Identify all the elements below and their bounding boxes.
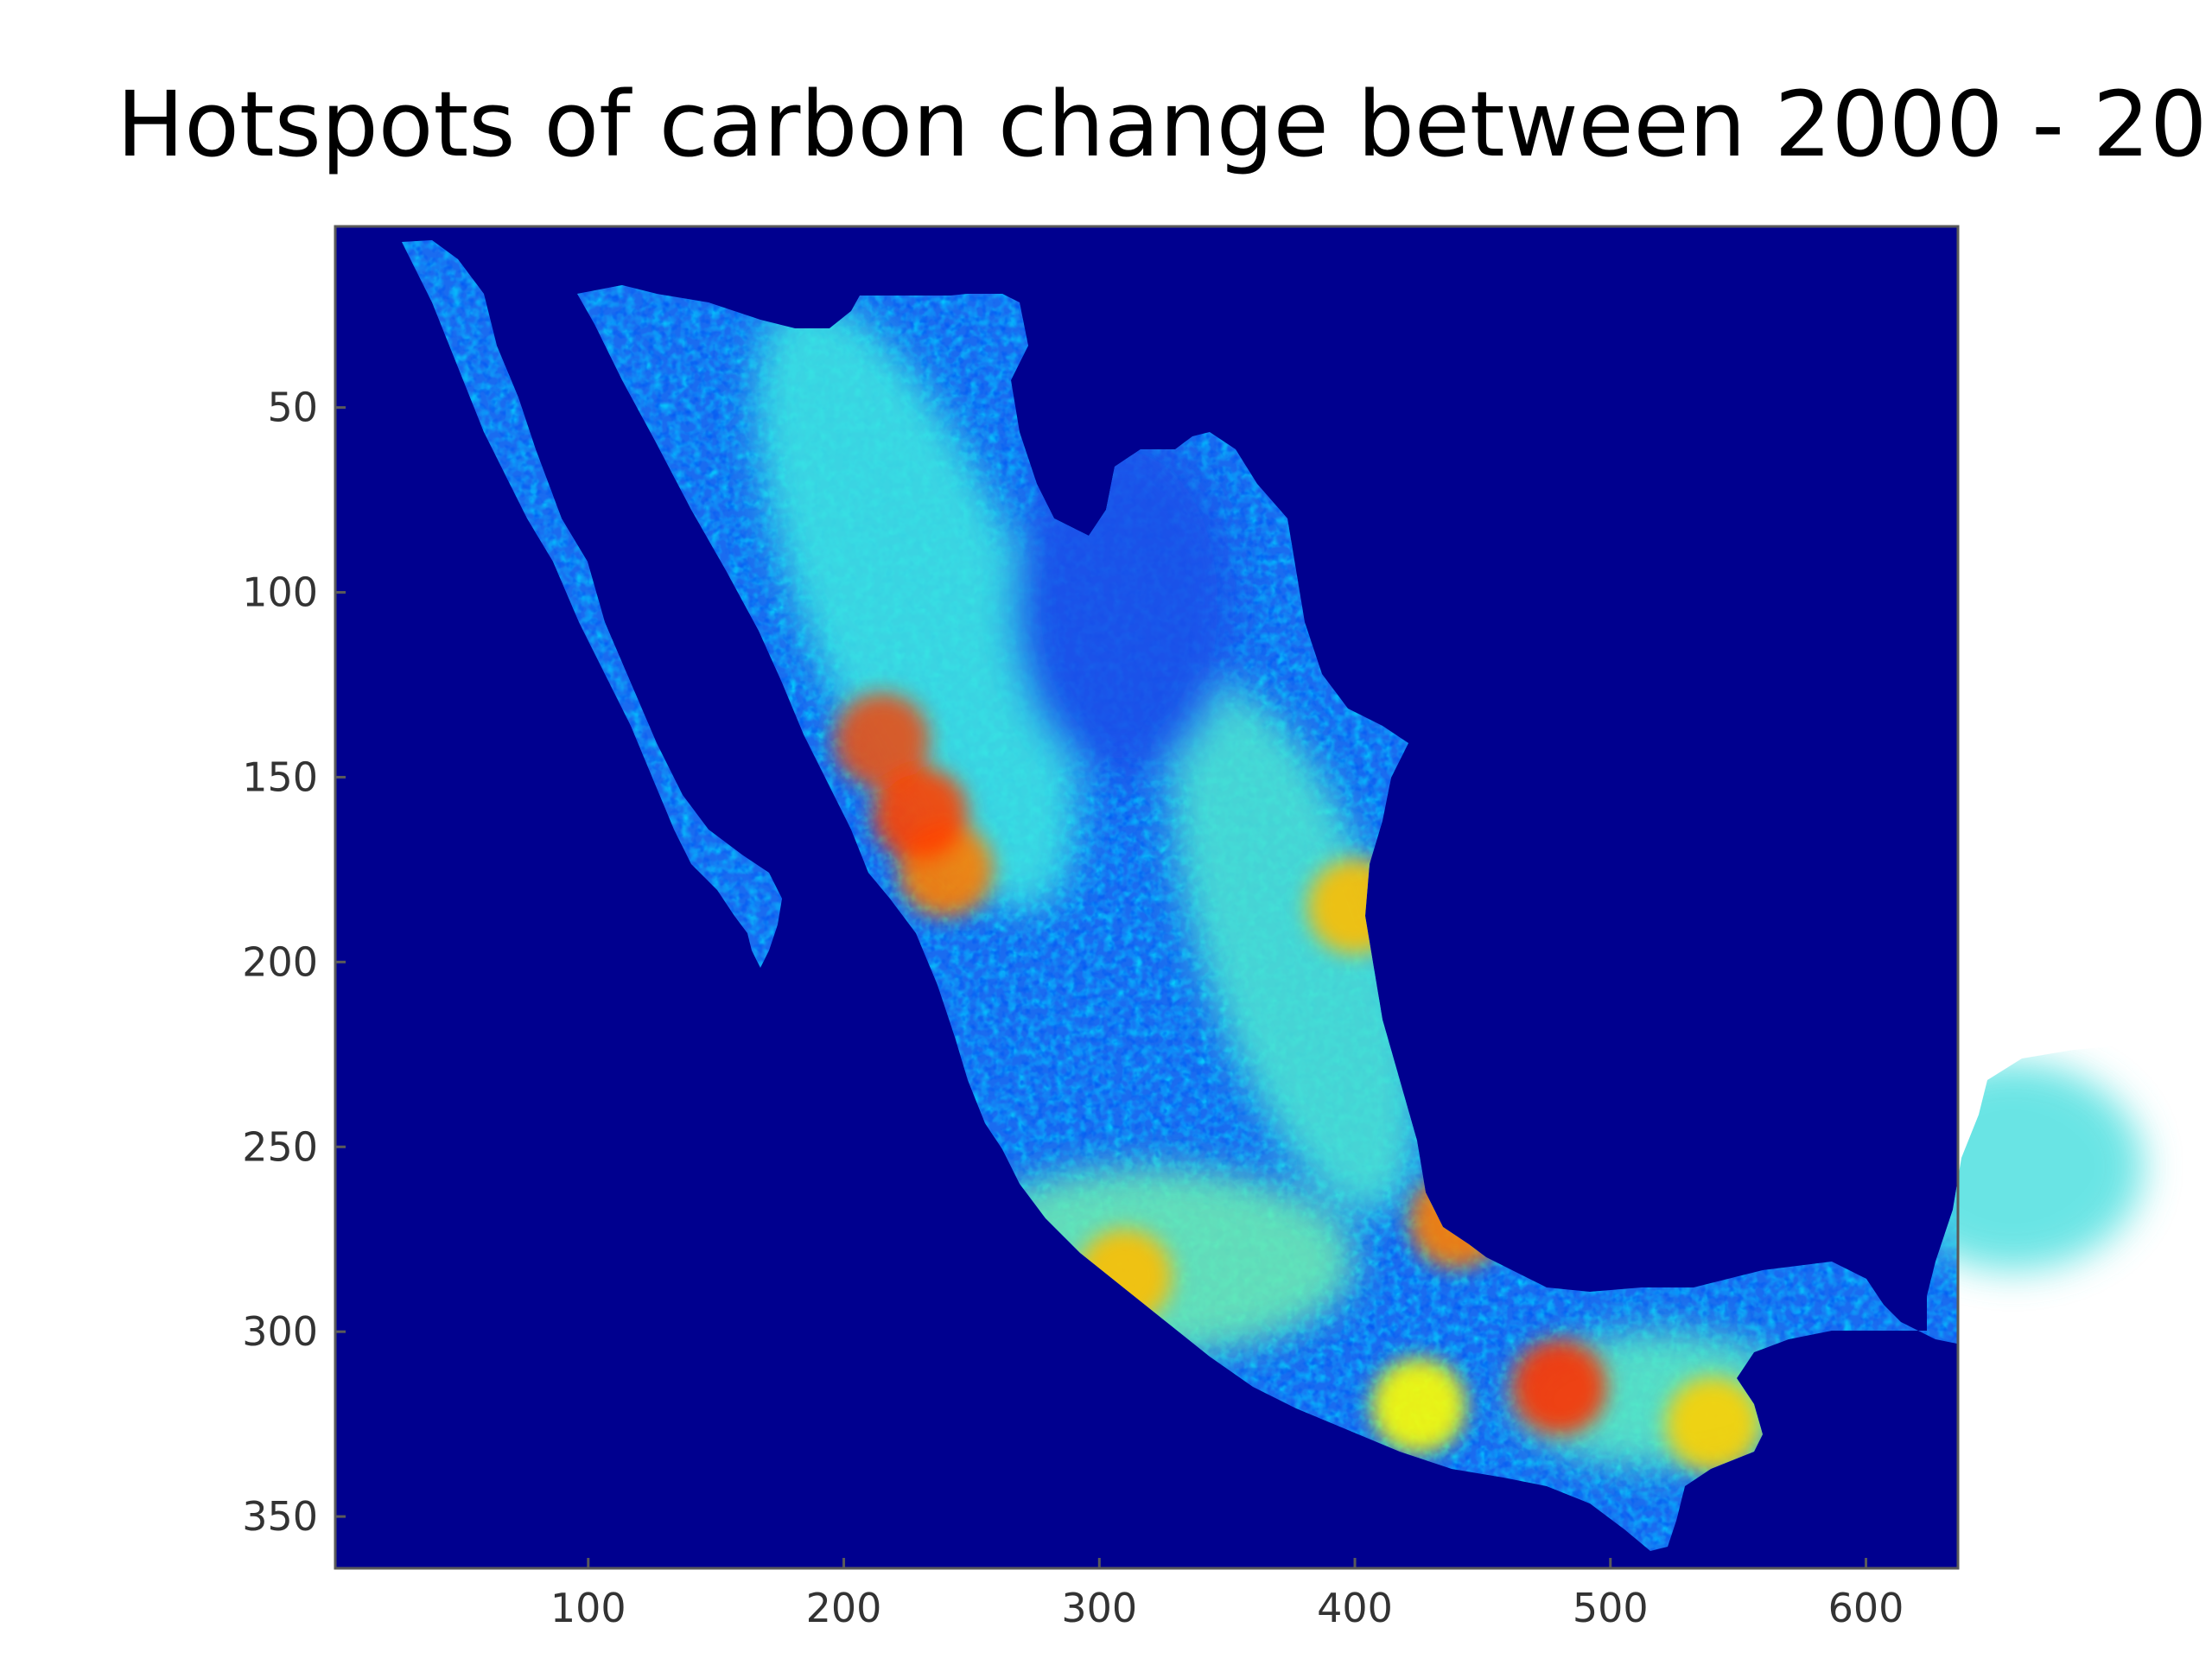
y-tick-label: 250 bbox=[242, 1123, 318, 1170]
x-tick-label: 600 bbox=[1828, 1585, 1904, 1631]
x-tick-label: 100 bbox=[550, 1585, 626, 1631]
y-tick-label: 350 bbox=[242, 1493, 318, 1540]
y-tick-label: 150 bbox=[242, 753, 318, 800]
x-axis: 100 200 300 400 500 600 bbox=[550, 1558, 1904, 1631]
y-tick-label: 50 bbox=[267, 385, 318, 431]
plot-frame bbox=[334, 225, 1960, 1570]
x-tick-label: 300 bbox=[1061, 1585, 1137, 1631]
x-tick-label: 500 bbox=[1573, 1585, 1649, 1631]
y-tick-label: 100 bbox=[242, 569, 318, 616]
hotspot-mark bbox=[834, 692, 930, 788]
slide-title: Hotspots of carbon change between 2000 -… bbox=[117, 72, 2212, 177]
y-tick-label: 200 bbox=[242, 938, 318, 985]
y-axis: 50 100 150 200 250 300 350 bbox=[242, 385, 346, 1540]
y-tick-label: 300 bbox=[242, 1308, 318, 1355]
hotspot-mark bbox=[1370, 1357, 1466, 1453]
x-tick-label: 400 bbox=[1317, 1585, 1393, 1631]
hotspot-mark bbox=[1665, 1376, 1761, 1472]
x-tick-label: 200 bbox=[806, 1585, 882, 1631]
hotspot-mark bbox=[1511, 1339, 1607, 1435]
hotspot-mark bbox=[873, 766, 969, 862]
